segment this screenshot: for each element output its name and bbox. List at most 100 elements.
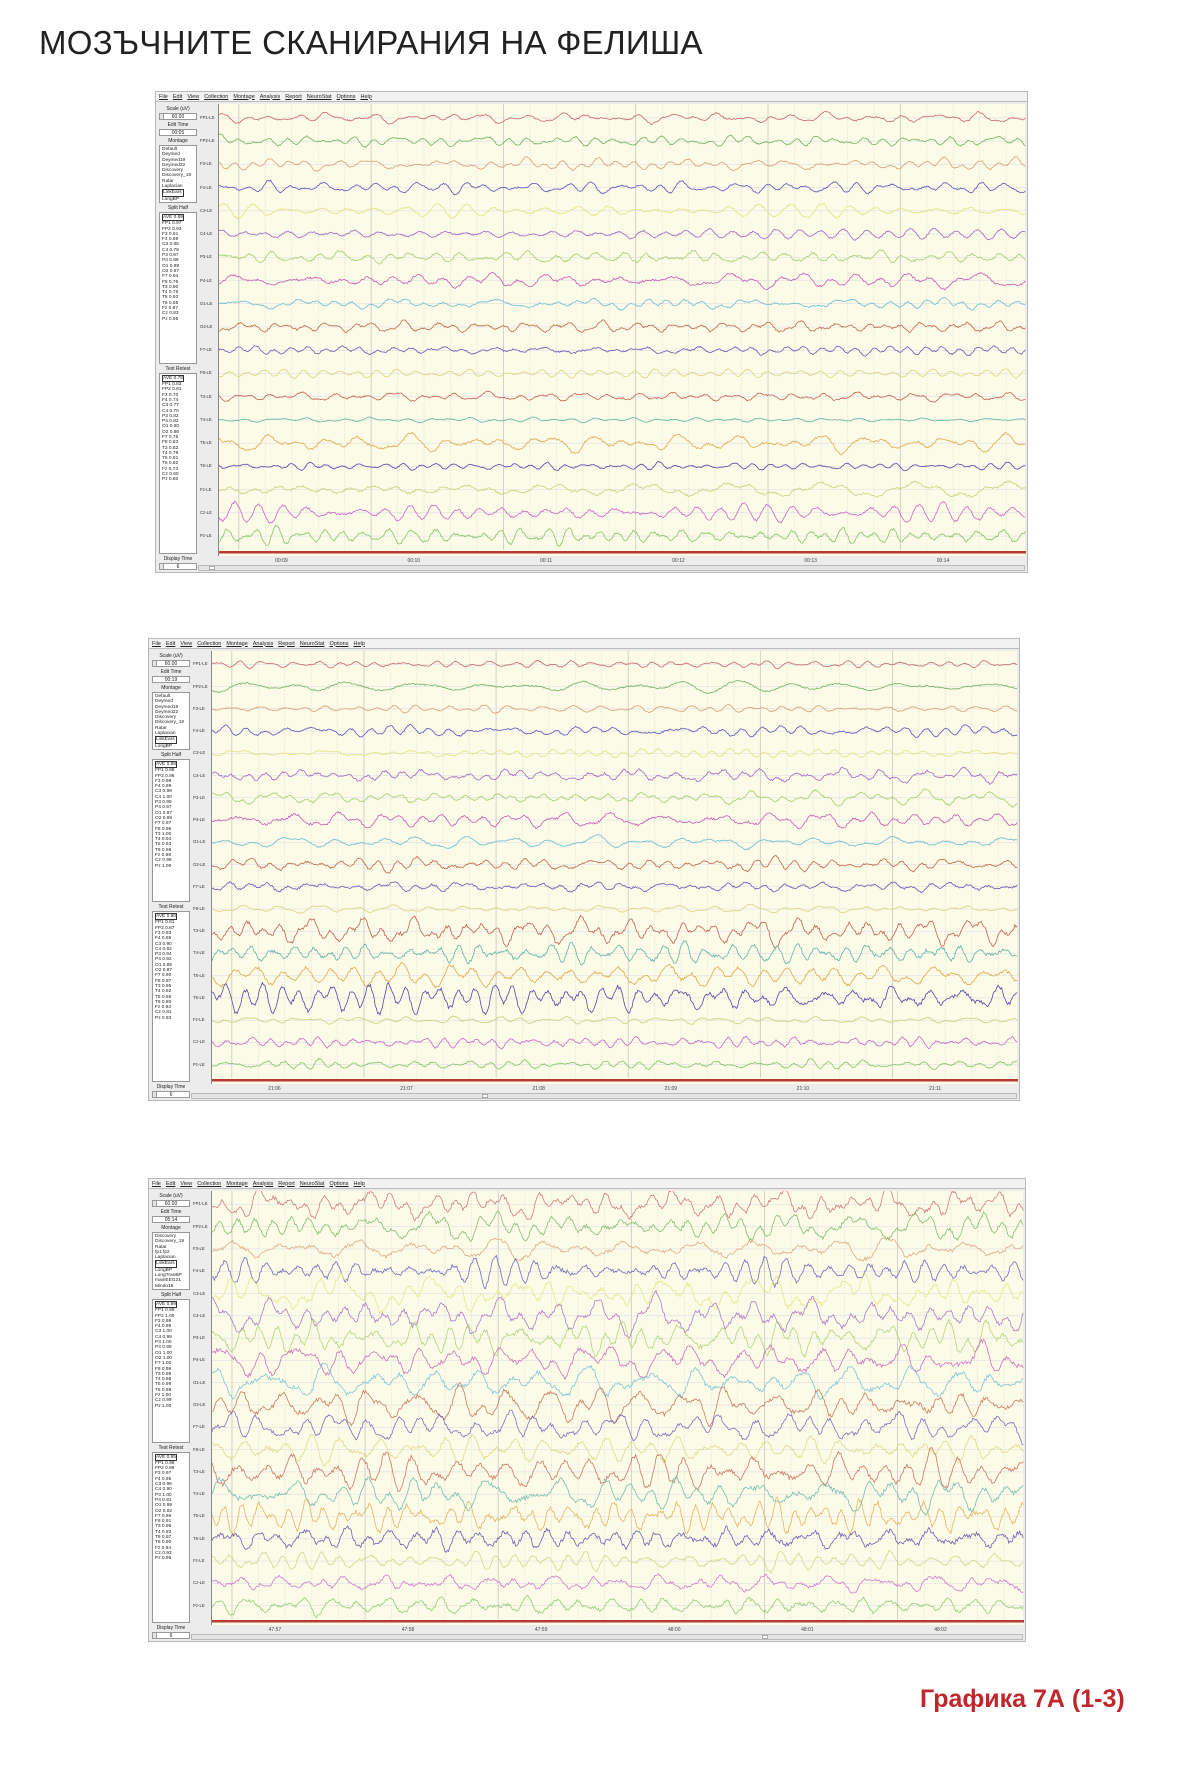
menu-options[interactable]: Options (329, 640, 349, 647)
split-half-list[interactable]: AVE 0.98 FP1 0.98 FP2 0.96 F3 0.99 F4 0.99 C3… (152, 759, 190, 903)
channel-label: T5-LE (200, 440, 212, 446)
menu-view[interactable]: View (180, 1180, 193, 1187)
menu-edit[interactable]: Edit (165, 1180, 176, 1187)
eeg-trace-area[interactable] (218, 104, 1026, 556)
montage-list[interactable]: Discovery Discovery_19 Ratar fp1 fp2 Laplaci… (152, 1232, 190, 1290)
montage-item[interactable]: Default (162, 147, 178, 152)
montage-item[interactable]: Discovery (155, 1234, 177, 1239)
edit_time-field[interactable]: 00:19 (152, 676, 190, 683)
eeg-trace-area[interactable] (211, 651, 1018, 1084)
montage-item[interactable]: LinkEars (155, 1260, 178, 1268)
test-retest-value: C3 0.96 (155, 1482, 172, 1488)
menu-collection[interactable]: Collection (197, 640, 222, 647)
menu-report[interactable]: Report (278, 640, 295, 647)
montage-item[interactable]: Mindo16 (155, 1283, 174, 1289)
montage-list[interactable]: Default Deymed Deymed19 Deymed22 Discovery Di… (159, 145, 197, 203)
montage-item[interactable]: Deymed (162, 152, 180, 158)
scale-field[interactable]: 60.00 (152, 660, 190, 667)
display_time-field[interactable]: 6 (152, 1632, 190, 1639)
menu-options[interactable]: Options (336, 93, 356, 100)
trace-t4-le (211, 940, 1018, 966)
montage-item[interactable]: Ratar (162, 178, 174, 184)
spin-arrows-icon[interactable] (160, 114, 164, 119)
scale-field[interactable]: 60.00 (159, 113, 197, 120)
split-half-list[interactable]: AVE 0.89 FP1 0.97 FP2 0.93 F3 0.91 F4 0.89 C3… (159, 212, 197, 364)
trace-f4-le (211, 1254, 1024, 1290)
trace-c3-le (218, 202, 1026, 220)
split-half-list[interactable]: AVE 0.99 FP1 0.99 FP2 1.00 F3 0.99 F4 0.99 C3… (152, 1299, 190, 1443)
menu-file[interactable]: File (152, 1180, 161, 1187)
montage-item[interactable]: mainEEG21 (155, 1278, 181, 1284)
montage-item[interactable]: Deymed22 (162, 162, 186, 168)
menu-analysis[interactable]: Analysis (252, 640, 274, 647)
montage-item[interactable]: Deymed22 (155, 709, 179, 715)
time-scrollbar[interactable] (191, 1093, 1017, 1099)
time-scrollbar[interactable] (191, 1634, 1023, 1640)
montage-item[interactable]: Discovery_19 (155, 1239, 185, 1245)
edit_time-field[interactable]: 00:05 (159, 129, 197, 136)
menu-neurostat[interactable]: NeuroStat (306, 93, 332, 100)
menu-collection[interactable]: Collection (204, 93, 229, 100)
display_time-field[interactable]: 6 (152, 1091, 190, 1098)
menu-report[interactable]: Report (278, 1180, 295, 1187)
menu-neurostat[interactable]: NeuroStat (299, 640, 325, 647)
montage-item[interactable]: LongBP (155, 743, 173, 749)
test-retest-list[interactable]: AVE 0.95 FP1 0.98 FP2 0.99 F3 0.97 F4 0.95 C3… (152, 1451, 190, 1623)
scale-field[interactable]: 60.00 (152, 1200, 190, 1207)
montage-item[interactable]: Deymed19 (162, 157, 186, 163)
montage-item[interactable]: Laplacian (162, 184, 183, 190)
spin-arrows-icon[interactable] (160, 564, 164, 569)
menu-view[interactable]: View (180, 640, 193, 647)
spin-arrows-icon[interactable] (153, 1633, 157, 1638)
test-retest-list[interactable]: AVE 0.90 FP1 0.91 FP2 0.87 F3 0.93 F4 0.95 C3… (152, 911, 190, 1082)
menu-help[interactable]: Help (353, 1180, 365, 1187)
spin-arrows-icon[interactable] (153, 1092, 157, 1097)
menu-collection[interactable]: Collection (197, 1180, 222, 1187)
scroll-thumb[interactable] (209, 566, 215, 570)
montage-item[interactable]: LinkEars (162, 189, 185, 197)
montage-item[interactable]: fp1 fp2 (155, 1249, 170, 1255)
edit_time-field[interactable]: 05:14 (152, 1216, 190, 1223)
menu-file[interactable]: File (159, 93, 168, 100)
menu-bar: File Edit View Collection Montage Analysis Rep… (156, 92, 1027, 102)
montage-item[interactable]: LongBP (155, 1267, 173, 1273)
montage-item[interactable]: Discovery (162, 168, 184, 174)
montage-item[interactable]: Ratar (155, 1244, 167, 1250)
montage-item[interactable]: Ratar (155, 725, 167, 731)
montage-item[interactable]: Discovery (155, 715, 177, 721)
menu-montage[interactable]: Montage (233, 93, 255, 100)
scroll-thumb[interactable] (482, 1094, 488, 1098)
montage-item[interactable]: Discovery_19 (155, 720, 185, 726)
menu-montage[interactable]: Montage (226, 640, 248, 647)
menu-help[interactable]: Help (360, 93, 372, 100)
menu-neurostat[interactable]: NeuroStat (299, 1180, 325, 1187)
menu-report[interactable]: Report (285, 93, 302, 100)
montage-item[interactable]: Deymed19 (155, 704, 179, 710)
menu-analysis[interactable]: Analysis (259, 93, 281, 100)
montage-item[interactable]: Laplacian (155, 731, 176, 737)
menu-view[interactable]: View (187, 93, 200, 100)
test-retest-list[interactable]: AVE 0.78 FP1 0.83 FP2 0.81 F3 0.70 F4 0.74 C3… (159, 372, 197, 554)
menu-analysis[interactable]: Analysis (252, 1180, 274, 1187)
menu-help[interactable]: Help (353, 640, 365, 647)
montage-item[interactable]: Laplacian (155, 1255, 176, 1261)
montage-item[interactable]: LongTranBP (155, 1273, 182, 1279)
spin-arrows-icon[interactable] (153, 1201, 157, 1206)
scroll-thumb[interactable] (762, 1635, 768, 1639)
test-retest-value: T4 0.92 (155, 989, 172, 995)
menu-options[interactable]: Options (329, 1180, 349, 1187)
menu-edit[interactable]: Edit (172, 93, 183, 100)
montage-item[interactable]: LinkEars (155, 736, 178, 744)
display_time-field[interactable]: 6 (159, 563, 197, 570)
montage-list[interactable]: Default Deymed Deymed19 Deymed22 Discovery Di… (152, 692, 190, 750)
montage-item[interactable]: LongBP (162, 196, 180, 202)
montage-item[interactable]: Deymed (155, 699, 173, 705)
menu-edit[interactable]: Edit (165, 640, 176, 647)
menu-file[interactable]: File (152, 640, 161, 647)
montage-item[interactable]: Default (155, 694, 171, 699)
spin-arrows-icon[interactable] (153, 661, 157, 666)
time-scrollbar[interactable] (198, 565, 1025, 571)
eeg-trace-area[interactable] (211, 1185, 1024, 1625)
montage-item[interactable]: Discovery_19 (162, 173, 192, 179)
menu-montage[interactable]: Montage (226, 1180, 248, 1187)
